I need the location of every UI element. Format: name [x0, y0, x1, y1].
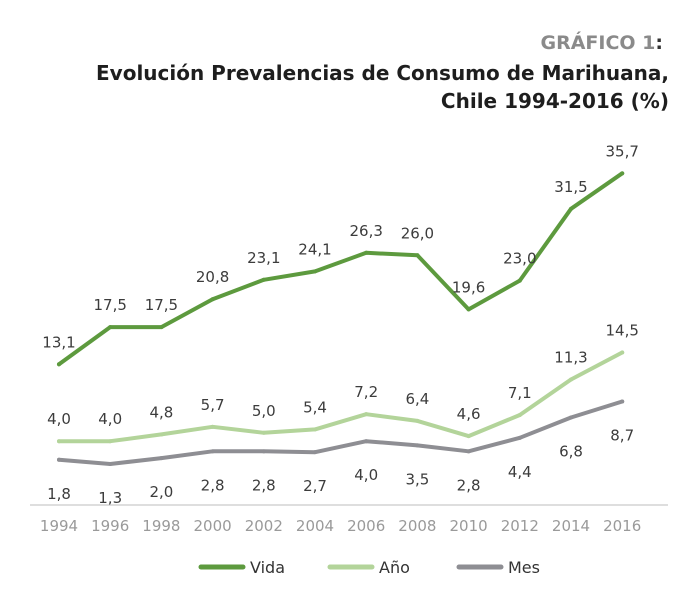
- data-label-vida-1994: 13,1: [42, 333, 75, 351]
- data-point-mes-2008: [415, 443, 420, 448]
- data-label-vida-2016: 35,7: [605, 142, 638, 160]
- data-label-mes-2014: 6,8: [559, 443, 583, 461]
- data-label-mes-2010: 2,8: [457, 476, 481, 494]
- data-point-mes-2004: [313, 450, 317, 455]
- data-label-mes-2008: 3,5: [405, 470, 429, 488]
- data-point-vida-2000: [210, 297, 215, 302]
- data-point-ano-2002: [261, 430, 266, 435]
- data-label-vida-2002: 23,1: [247, 249, 280, 267]
- chart-title-line1: Evolución Prevalencias de Consumo de Mar…: [96, 61, 669, 85]
- x-tick-label-1998: 1998: [142, 517, 180, 535]
- data-label-vida-1998: 17,5: [145, 296, 178, 314]
- data-point-ano-2012: [517, 413, 522, 418]
- data-point-vida-1998: [159, 325, 164, 330]
- data-label-ano-1996: 4,0: [98, 410, 122, 428]
- chart-kicker-text: GRÁFICO 1: [540, 31, 655, 54]
- data-point-mes-2000: [210, 449, 215, 454]
- x-tick-label-2012: 2012: [501, 517, 539, 535]
- data-label-mes-2000: 2,8: [201, 476, 225, 494]
- data-point-ano-2016: [620, 350, 625, 355]
- x-tick-label-1994: 1994: [40, 517, 78, 535]
- data-point-vida-2008: [415, 253, 420, 258]
- data-label-vida-2000: 20,8: [196, 268, 229, 286]
- data-label-ano-2004: 5,4: [303, 398, 327, 416]
- x-tick-label-2000: 2000: [194, 517, 232, 535]
- x-axis-ticks: 1994 1996 1998 2000 2002 2004 2006 2008 2010 2012…: [40, 517, 641, 535]
- x-tick-label-2002: 2002: [245, 517, 283, 535]
- series-line-ano: [57, 350, 625, 444]
- data-label-ano-2010: 4,6: [457, 405, 481, 423]
- data-label-mes-2016: 8,7: [610, 426, 634, 444]
- data-point-mes-2006: [364, 439, 369, 444]
- data-point-mes-1996: [108, 462, 113, 467]
- data-point-vida-1994: [57, 362, 61, 367]
- data-point-mes-2002: [261, 449, 266, 454]
- data-label-ano-2008: 6,4: [405, 390, 429, 408]
- legend-label-mes: Mes: [508, 558, 540, 577]
- data-point-ano-1994: [57, 439, 61, 444]
- data-label-ano-2014: 11,3: [554, 349, 587, 367]
- data-label-vida-1996: 17,5: [93, 296, 126, 314]
- data-label-vida-2010: 19,6: [452, 278, 485, 296]
- data-point-vida-1996: [108, 325, 113, 330]
- data-point-ano-2008: [415, 418, 420, 423]
- chart-kicker-colon: :: [655, 32, 663, 54]
- data-label-mes-1994: 1,8: [47, 485, 71, 503]
- data-point-vida-2014: [569, 206, 573, 211]
- x-tick-label-2004: 2004: [296, 517, 334, 535]
- x-tick-label-2008: 2008: [398, 517, 436, 535]
- data-label-ano-2000: 5,7: [201, 396, 225, 414]
- data-point-vida-2016: [620, 171, 625, 176]
- legend-label-ano: Año: [379, 558, 410, 577]
- x-tick-label-2014: 2014: [552, 517, 590, 535]
- data-point-vida-2012: [517, 278, 522, 283]
- data-point-vida-2004: [313, 269, 317, 274]
- data-point-mes-1998: [159, 456, 164, 461]
- data-label-mes-2002: 2,8: [252, 476, 276, 494]
- data-point-ano-1998: [159, 432, 164, 437]
- data-point-vida-2002: [261, 277, 266, 282]
- data-point-ano-2014: [569, 377, 573, 382]
- data-point-ano-2000: [210, 424, 215, 429]
- data-point-ano-2006: [364, 412, 369, 417]
- data-label-ano-2012: 7,1: [508, 384, 532, 402]
- x-tick-label-2010: 2010: [450, 517, 488, 535]
- data-label-mes-1998: 2,0: [149, 483, 173, 501]
- x-tick-label-2016: 2016: [603, 517, 641, 535]
- data-label-ano-2002: 5,0: [252, 402, 276, 420]
- chart-kicker: GRÁFICO 1:: [540, 31, 663, 54]
- data-point-vida-2010: [466, 307, 471, 312]
- data-label-vida-2004: 24,1: [298, 240, 331, 258]
- legend-label-vida: Vida: [250, 558, 285, 577]
- data-point-mes-1994: [57, 457, 61, 462]
- x-tick-label-2006: 2006: [347, 517, 385, 535]
- chart-title-line2: Chile 1994-2016 (%): [441, 89, 669, 113]
- data-label-ano-2016: 14,5: [605, 321, 638, 339]
- data-point-ano-2004: [313, 427, 317, 432]
- data-label-mes-2012: 4,4: [508, 463, 532, 481]
- legend: Vida Año Mes: [198, 558, 540, 577]
- data-point-ano-1996: [108, 439, 113, 444]
- data-label-ano-1994: 4,0: [47, 410, 71, 428]
- data-label-mes-1996: 1,3: [98, 489, 122, 507]
- x-tick-label-1996: 1996: [91, 517, 129, 535]
- data-point-mes-2012: [517, 435, 522, 440]
- data-point-vida-2006: [364, 250, 369, 255]
- data-point-mes-2016: [620, 399, 625, 404]
- series-line-mes: [57, 399, 625, 466]
- data-label-vida-2014: 31,5: [554, 178, 587, 196]
- data-point-ano-2010: [466, 434, 471, 439]
- data-label-vida-2008: 26,0: [401, 224, 434, 242]
- data-point-mes-2014: [569, 415, 573, 420]
- plot-area: 13,1 17,5 17,5 20,8 23,1 24,1 26,3 26,0 19,6 23,0…: [42, 142, 639, 507]
- data-label-mes-2004: 2,7: [303, 477, 327, 495]
- data-label-mes-2006: 4,0: [354, 466, 378, 484]
- data-label-vida-2012: 23,0: [503, 250, 536, 268]
- series-line-vida: [57, 171, 625, 367]
- data-label-ano-1998: 4,8: [149, 403, 173, 421]
- data-point-mes-2010: [466, 449, 471, 454]
- data-label-vida-2006: 26,3: [349, 222, 382, 240]
- data-label-ano-2006: 7,2: [354, 383, 378, 401]
